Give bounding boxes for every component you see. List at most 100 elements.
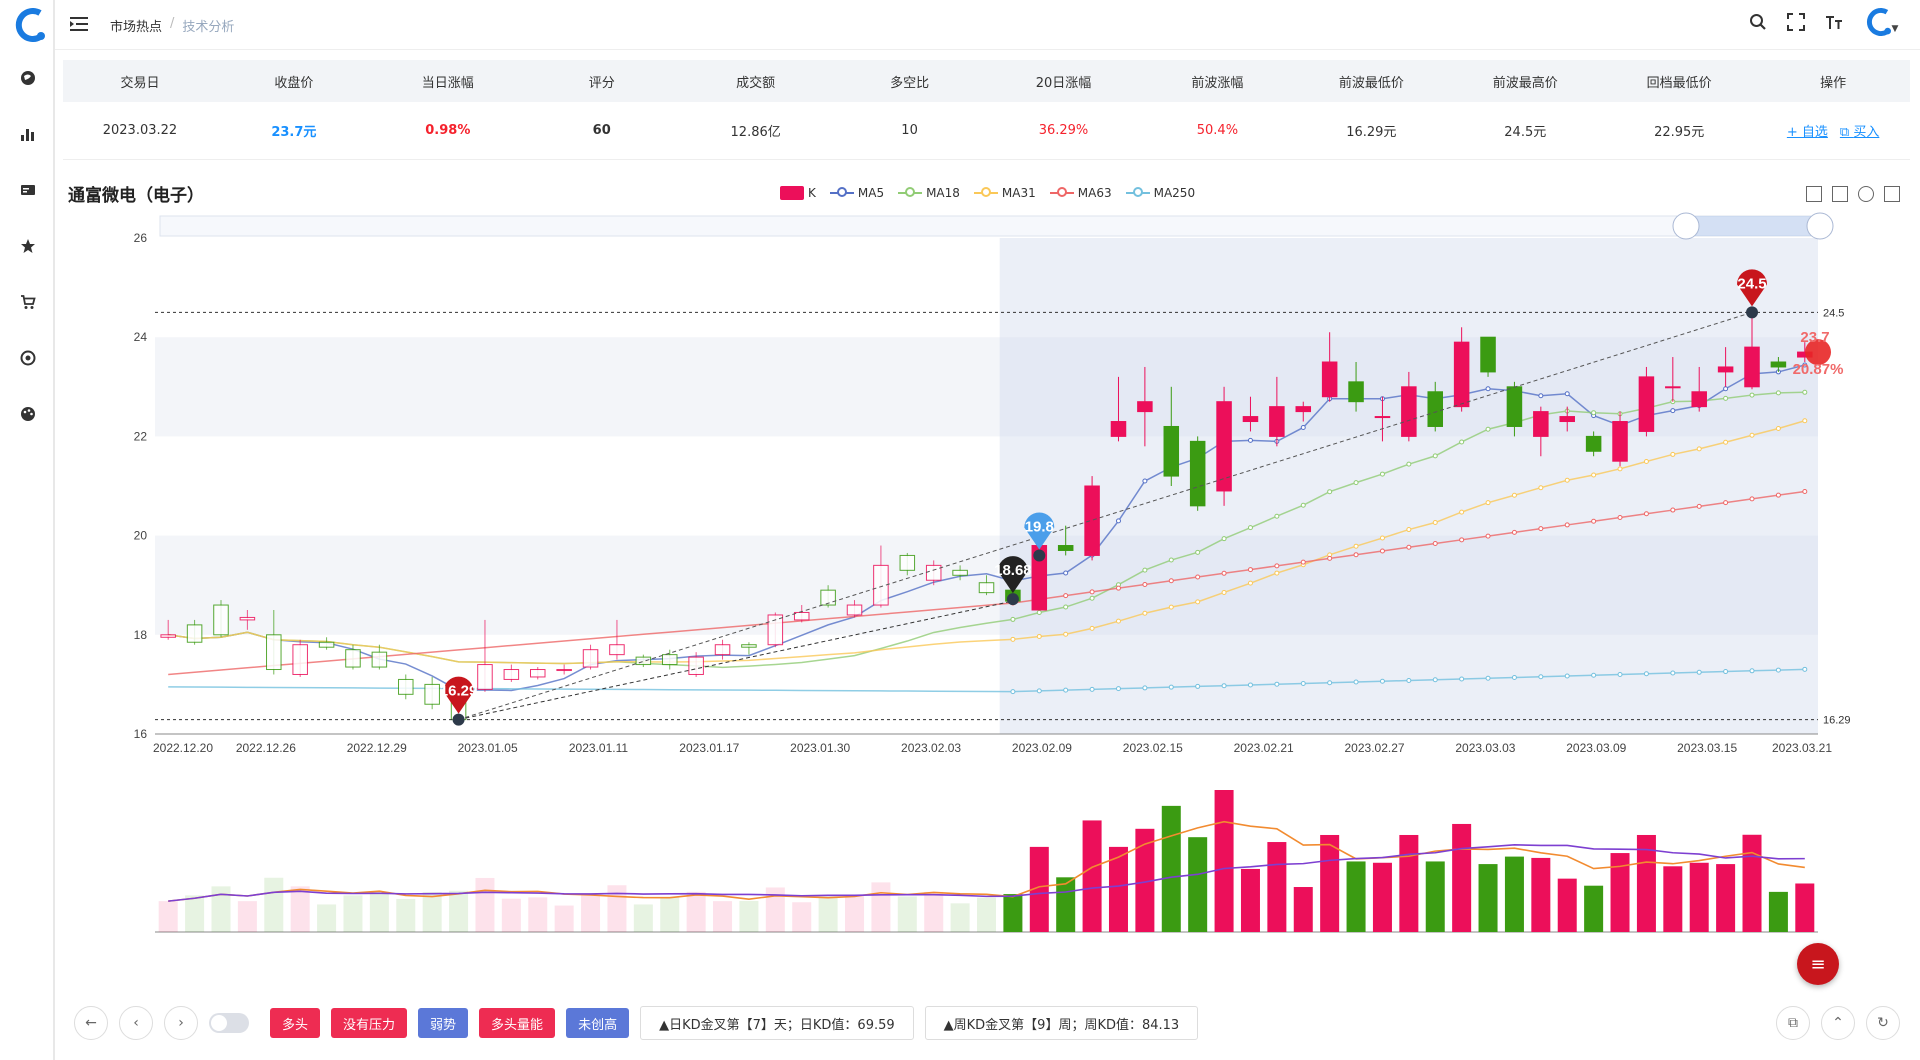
trend-line — [458, 600, 1014, 721]
volume-bar — [317, 904, 337, 932]
column-header: 评分 — [588, 75, 615, 91]
zoom-reset-icon[interactable] — [1832, 186, 1848, 202]
x-tick-label: 2023.02.09 — [1012, 741, 1072, 755]
candle — [1163, 425, 1180, 477]
cart-icon[interactable] — [18, 292, 38, 312]
bar-chart-icon[interactable] — [18, 124, 38, 144]
breadcrumb-separator: / — [170, 16, 175, 31]
candle — [582, 649, 599, 668]
volume-bar — [818, 896, 838, 932]
wave-low: 16.29元 — [1346, 125, 1397, 140]
x-tick-label: 2023.02.21 — [1234, 741, 1294, 755]
candle — [1189, 440, 1206, 507]
volume-bar — [501, 898, 521, 932]
candle — [1612, 421, 1628, 462]
scroll-top-icon[interactable]: ⌃ — [1821, 1006, 1855, 1040]
legend-item-ma31[interactable]: MA31 — [973, 186, 1036, 200]
candle — [398, 678, 414, 695]
toggle-switch[interactable] — [209, 1013, 249, 1033]
marker-label: 19.8 — [1025, 519, 1054, 536]
price-line-label: 16.29 — [1823, 715, 1851, 727]
ma-point — [1195, 549, 1201, 555]
breadcrumb-item[interactable]: 市场热点 — [110, 20, 163, 35]
user-avatar[interactable]: ▼ — [1860, 8, 1900, 36]
palette-icon[interactable] — [18, 404, 38, 424]
star-icon[interactable] — [18, 236, 38, 256]
ma-point — [1168, 604, 1174, 610]
x-tick-label: 2023.03.21 — [1772, 741, 1832, 755]
save-image-icon[interactable] — [1884, 186, 1900, 202]
volume-bar — [1716, 864, 1736, 932]
candle — [688, 656, 704, 675]
price-line-label: 24.5 — [1823, 307, 1844, 319]
ma-point — [1564, 391, 1570, 397]
legend-label: MA250 — [1153, 186, 1196, 200]
restore-icon[interactable] — [1858, 186, 1874, 202]
chart-toolbox — [1806, 186, 1900, 202]
x-tick-label: 2023.02.03 — [901, 741, 961, 755]
candle — [266, 634, 282, 671]
buy-link[interactable]: ⧉ 买入 — [1840, 121, 1879, 140]
candle — [714, 644, 731, 656]
refresh-icon[interactable]: ↻ — [1866, 1006, 1900, 1040]
column-header: 多空比 — [890, 75, 930, 91]
next-icon[interactable]: › — [164, 1006, 198, 1040]
ma-point — [1300, 680, 1306, 686]
column-header: 20日涨幅 — [1035, 75, 1092, 91]
volume-bar — [396, 898, 416, 932]
candle — [345, 649, 361, 668]
volume-ma-line — [168, 844, 1805, 902]
volume-bar — [449, 890, 469, 932]
ma-point — [1485, 533, 1491, 539]
stock-info-table: 交易日 收盘价 当日涨幅 评分 成交额 多空比 20日涨幅 前波涨幅 前波最低价… — [63, 60, 1910, 160]
menu-fab-icon[interactable]: ≡ — [1797, 943, 1839, 985]
ma-point — [1274, 681, 1280, 687]
fullscreen-icon[interactable] — [1784, 10, 1808, 34]
font-size-icon[interactable] — [1822, 10, 1846, 34]
ma-point — [1459, 439, 1465, 445]
legend-item-ma63[interactable]: MA63 — [1049, 186, 1112, 200]
candle — [556, 669, 572, 672]
wave-high: 24.5元 — [1504, 125, 1547, 140]
legend-item-ma250[interactable]: MA250 — [1125, 186, 1196, 200]
zoom-select-icon[interactable] — [1806, 186, 1822, 202]
search-icon[interactable] — [1746, 10, 1770, 34]
back-arrow-icon[interactable]: ← — [74, 1006, 108, 1040]
ma-line — [168, 420, 1806, 665]
ma-point — [1221, 570, 1227, 576]
volume-bar — [924, 891, 944, 932]
target-icon[interactable] — [18, 348, 38, 368]
current-price-badge — [1805, 339, 1831, 366]
menu-toggle-icon[interactable] — [70, 15, 88, 33]
marker-dot — [452, 713, 465, 726]
chevron-down-icon[interactable]: ▼ — [1891, 24, 1899, 34]
copy-icon[interactable]: ⧉ — [1776, 1006, 1810, 1040]
ma-point — [1432, 520, 1438, 526]
ma-point — [1802, 666, 1808, 672]
volume-bar — [1240, 868, 1260, 932]
volume-bar — [976, 897, 997, 932]
app-logo[interactable] — [10, 8, 46, 42]
card-icon[interactable] — [18, 180, 38, 200]
volume-bar — [185, 895, 205, 932]
ma-line — [168, 668, 1805, 693]
x-tick-label: 2023.02.27 — [1345, 741, 1405, 755]
ma-point — [1142, 478, 1148, 484]
x-tick-label: 2023.03.03 — [1455, 741, 1515, 755]
globe-icon[interactable] — [18, 68, 38, 88]
legend-label: MA5 — [857, 186, 885, 200]
legend-item-k[interactable]: K — [780, 186, 816, 200]
prev-icon[interactable]: ‹ — [119, 1006, 153, 1040]
ma-point — [1749, 392, 1755, 398]
add-watchlist-link[interactable]: + 自选 — [1786, 125, 1828, 140]
candle — [793, 611, 810, 621]
ma-point — [1063, 570, 1069, 576]
legend-item-ma18[interactable]: MA18 — [898, 186, 960, 200]
column-header: 前波涨幅 — [1191, 75, 1244, 91]
volume-bar — [581, 895, 601, 932]
candle — [292, 644, 308, 675]
sidebar — [0, 0, 55, 1060]
volume-bar — [871, 882, 891, 932]
legend-item-ma5[interactable]: MA5 — [829, 186, 885, 200]
